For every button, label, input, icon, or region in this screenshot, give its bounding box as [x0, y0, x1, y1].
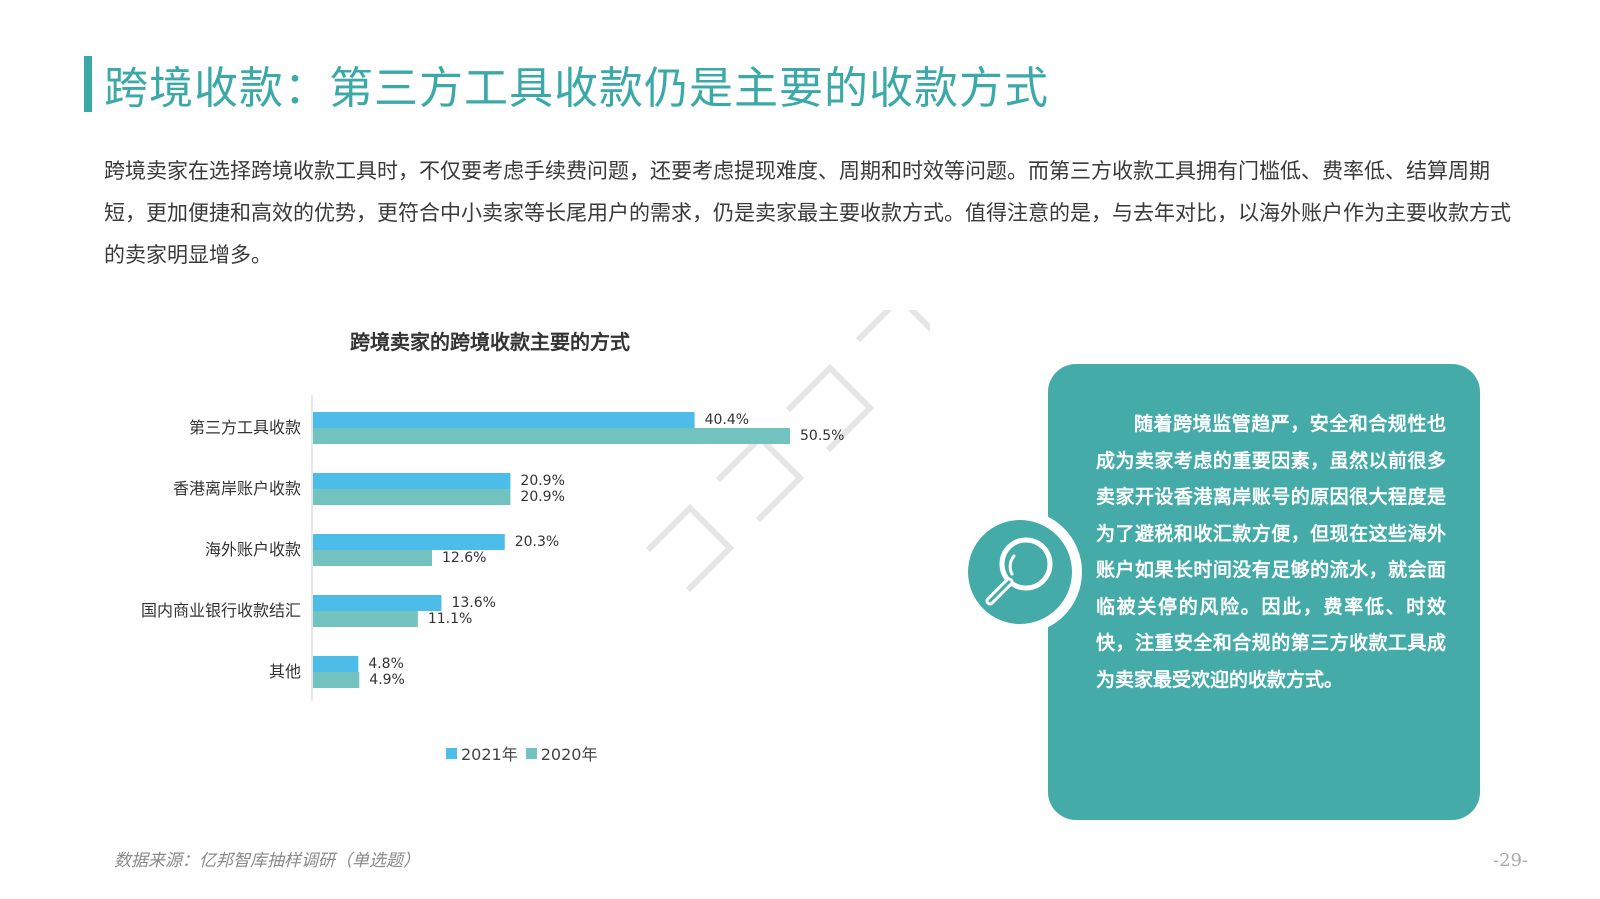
data-label: 50.5%	[800, 428, 844, 444]
category-label: 第三方工具收款	[189, 418, 301, 437]
bar-2020年	[313, 611, 418, 627]
bar-2020年	[313, 489, 511, 505]
data-label: 40.4%	[705, 412, 749, 428]
magnifier-icon	[985, 537, 1053, 606]
category-label: 海外账户收款	[205, 540, 301, 559]
category-label: 国内商业银行收款结汇	[141, 601, 301, 620]
legend-label-2021: 2021年	[461, 745, 518, 764]
bar-2020年	[313, 550, 433, 566]
bar-2020年	[313, 672, 360, 688]
bar-2021年	[313, 656, 359, 672]
data-label: 4.9%	[369, 672, 405, 688]
page-number: -29-	[1493, 850, 1529, 871]
bar-chart: 第三方工具收款 40.4% 50.5% 香港离岸账户收款 20.9%20.9% 海外账户收…	[141, 395, 844, 701]
insight-card: 随着跨境监管趋严，安全和合规性也成为卖家考虑的重要因素，虽然以前很多卖家开设香港…	[1048, 364, 1480, 820]
data-label: 12.6%	[442, 550, 486, 566]
bar-2020年	[313, 428, 790, 444]
bar-2021年	[313, 473, 511, 489]
bar-2021年	[313, 412, 695, 428]
data-label: 20.9%	[520, 473, 564, 489]
legend-item-2020: 2020年	[525, 741, 598, 765]
legend-swatch-2021	[446, 747, 457, 759]
chart-title: 跨境卖家的跨境收款主要的方式	[350, 330, 630, 354]
legend-item-2021: 2021年	[446, 741, 518, 765]
watermark-logo	[645, 310, 930, 593]
bar-2021年	[313, 595, 442, 611]
magnifier-badge	[958, 510, 1082, 634]
data-label: 11.1%	[428, 611, 472, 627]
category-label: 香港离岸账户收款	[173, 479, 301, 498]
legend-swatch-2020	[525, 747, 537, 759]
data-label: 4.8%	[368, 656, 404, 672]
data-label: 13.6%	[451, 595, 495, 611]
title-accent-bar	[84, 56, 92, 112]
insight-text: 随着跨境监管趋严，安全和合规性也成为卖家考虑的重要因素，虽然以前很多卖家开设香港…	[1096, 413, 1446, 691]
data-label: 20.3%	[515, 534, 559, 550]
data-label: 20.9%	[520, 489, 564, 505]
chart-legend: 2021年 2020年	[446, 741, 597, 765]
category-label: 其他	[269, 662, 301, 681]
bar-2021年	[313, 534, 505, 550]
legend-label-2020: 2020年	[540, 745, 598, 764]
data-source: 数据来源：亿邦智库抽样调研（单选题）	[114, 851, 420, 871]
page-title: 跨境收款：第三方工具收款仍是主要的收款方式	[104, 63, 1049, 114]
intro-paragraph: 跨境卖家在选择跨境收款工具时，不仅要考虑手续费问题，还要考虑提现难度、周期和时效…	[104, 159, 1511, 267]
